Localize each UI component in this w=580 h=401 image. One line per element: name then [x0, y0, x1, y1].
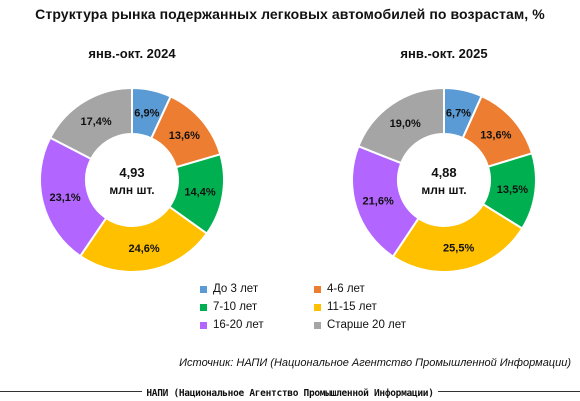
donut-2025-label-5: 19,0% [390, 118, 421, 130]
donut-2025-slice-3 [391, 202, 524, 273]
legend-label: 7-10 лет [213, 301, 258, 313]
donut-2024-slice-3 [78, 205, 209, 273]
donut-2024-unit: млн шт. [109, 183, 154, 197]
legend-label: 11-15 лет [327, 301, 377, 313]
legend: До 3 лет 4-6 лет 7-10 лет 11-15 лет 16-2… [200, 283, 440, 331]
legend-swatch [314, 303, 321, 311]
footer-text: НАПИ (Национальное Агентство Промышленно… [142, 388, 438, 399]
donut-2025-label-3: 25,5% [443, 242, 474, 254]
donut-2025-total: 4,88 [431, 165, 456, 180]
legend-swatch [200, 303, 207, 311]
legend-label: Старше 20 лет [327, 319, 407, 331]
donut-2025-label-2: 13,5% [497, 184, 528, 196]
legend-swatch [314, 285, 321, 293]
donut-2025-label-1: 13,6% [480, 129, 511, 141]
donut-2025-title: янв.-окт. 2025 [400, 46, 488, 61]
footer: НАПИ (Национальное Агентство Промышленно… [0, 383, 580, 401]
legend-label: 16-20 лет [213, 319, 264, 331]
legend-item-over-20: Старше 20 лет [314, 319, 434, 331]
legend-swatch [200, 321, 207, 329]
donut-chart-2025: 6,7% 13,6% 13,5% 25,5% 21,6% 19,0% 4,88 млн ш… [351, 86, 537, 273]
donut-2024-title: янв.-окт. 2024 [88, 46, 176, 61]
donut-2024-label-5: 17,4% [81, 116, 112, 128]
donut-2024-label-3: 24,6% [128, 243, 159, 255]
legend-item-4-6: 4-6 лет [314, 283, 434, 295]
donut-2025-label-0: 6,7% [446, 108, 471, 120]
legend-item-7-10: 7-10 лет [200, 301, 306, 313]
legend-label: 4-6 лет [327, 283, 365, 295]
donut-2025-unit: млн шт. [421, 183, 466, 197]
donut-2025-slice-5 [357, 86, 445, 165]
legend-item-11-15: 11-15 лет [314, 301, 434, 313]
donut-2024-total: 4,93 [119, 165, 144, 180]
donut-2025-label-4: 21,6% [363, 196, 394, 208]
legend-swatch [314, 321, 321, 329]
legend-label: До 3 лет [213, 283, 259, 295]
donut-2024-label-0: 6,9% [134, 108, 159, 120]
donut-2024-slice-4 [39, 136, 108, 258]
legend-item-16-20: 16-20 лет [200, 319, 306, 331]
legend-item-do-3: До 3 лет [200, 283, 306, 295]
donut-chart-2024: 6,9% 13,6% 14,4% 24,6% 23,1% 17,4% 4,93 млн ш… [39, 86, 225, 273]
chart-title: Структура рынка подержанных легковых авт… [35, 6, 545, 22]
legend-swatch [200, 285, 207, 293]
donut-2024-label-2: 14,4% [184, 187, 215, 199]
donut-2024-label-4: 23,1% [50, 192, 81, 204]
source-note: Источник: НАПИ (Национальное Агентство П… [179, 357, 571, 369]
donut-2024-slice-5 [48, 86, 133, 161]
donut-2024-label-1: 13,6% [169, 130, 200, 142]
